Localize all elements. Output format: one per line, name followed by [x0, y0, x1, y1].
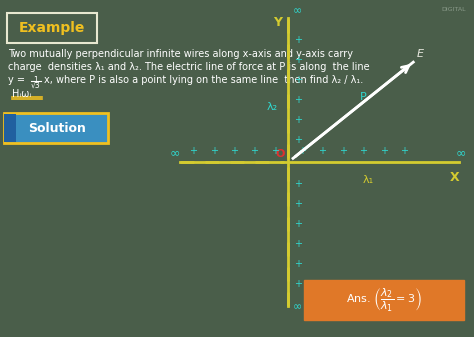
Text: ∞: ∞: [456, 146, 466, 159]
Text: E: E: [417, 49, 424, 59]
Text: +: +: [293, 55, 301, 65]
Text: charge  densities λ₁ and λ₂. The electric line of force at P is along  the line: charge densities λ₁ and λ₂. The electric…: [8, 62, 370, 72]
Text: λ₁: λ₁: [362, 175, 374, 185]
Text: +: +: [293, 219, 301, 229]
Text: +: +: [293, 35, 301, 45]
Text: +: +: [293, 179, 301, 189]
Text: P: P: [360, 92, 367, 102]
Text: +: +: [189, 146, 197, 156]
FancyBboxPatch shape: [4, 114, 16, 142]
Text: λ₂: λ₂: [267, 102, 278, 112]
Text: +: +: [210, 146, 218, 156]
FancyBboxPatch shape: [4, 113, 108, 143]
Text: y =: y =: [8, 75, 28, 85]
Text: x, where P is also a point lying on the same line  then find λ₂ / λ₁.: x, where P is also a point lying on the …: [44, 75, 363, 85]
Text: +: +: [293, 95, 301, 105]
Text: +: +: [293, 75, 301, 85]
Text: +: +: [271, 146, 279, 156]
FancyBboxPatch shape: [7, 13, 97, 43]
Text: +: +: [400, 146, 408, 156]
Text: Example: Example: [19, 21, 85, 35]
Text: +: +: [298, 146, 306, 156]
FancyBboxPatch shape: [304, 280, 464, 320]
Text: +: +: [293, 279, 301, 289]
Text: Ans. $\left(\dfrac{\lambda_2}{\lambda_1} = 3\right)$: Ans. $\left(\dfrac{\lambda_2}{\lambda_1}…: [346, 286, 422, 313]
Text: +: +: [293, 199, 301, 209]
Text: ∞: ∞: [170, 146, 180, 159]
Text: Hᵢωᵢ: Hᵢωᵢ: [12, 89, 31, 99]
Text: +: +: [293, 115, 301, 125]
Text: DIGITAL: DIGITAL: [441, 7, 466, 12]
Text: +: +: [319, 146, 327, 156]
Text: ∞: ∞: [293, 6, 302, 16]
Text: Y: Y: [273, 16, 282, 29]
Text: Solution: Solution: [28, 122, 86, 134]
Text: 1: 1: [34, 76, 38, 85]
Text: O: O: [276, 149, 285, 159]
Text: +: +: [293, 135, 301, 145]
Text: ∞: ∞: [293, 303, 302, 313]
Text: +: +: [230, 146, 238, 156]
Text: +: +: [293, 259, 301, 269]
Text: +: +: [359, 146, 367, 156]
Text: +: +: [293, 239, 301, 249]
Text: Two mutually perpendicular infinite wires along x-axis and y-axis carry: Two mutually perpendicular infinite wire…: [8, 49, 353, 59]
Text: +: +: [380, 146, 388, 156]
Text: √3: √3: [31, 81, 41, 90]
Text: X: X: [449, 171, 459, 184]
Text: +: +: [339, 146, 347, 156]
Text: +: +: [250, 146, 258, 156]
